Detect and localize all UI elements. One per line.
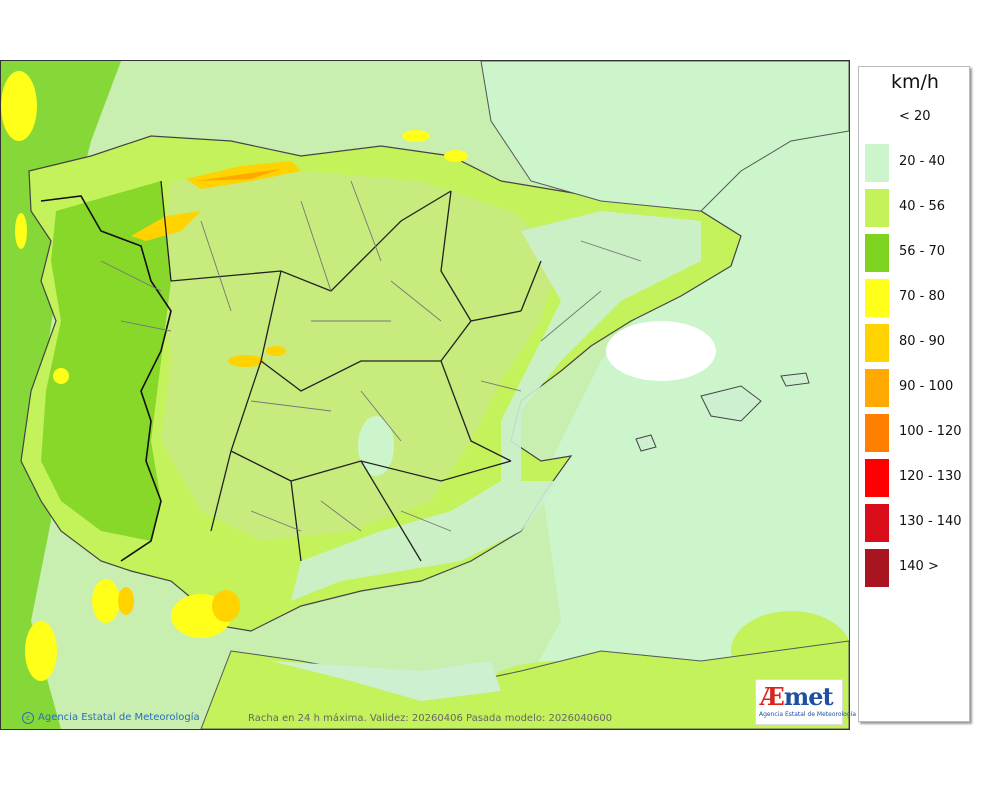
legend-item: 100 - 120 (863, 412, 967, 452)
legend-label: 90 - 100 (899, 379, 954, 394)
legend-item: 140 > (863, 547, 967, 587)
legend-swatch (865, 189, 889, 227)
west-strong-area (41, 181, 171, 541)
legend-item: 56 - 70 (863, 232, 967, 272)
legend-item: 70 - 80 (863, 277, 967, 317)
ibiza (635, 434, 657, 452)
legend-label: 20 - 40 (899, 154, 946, 169)
legend-label: 56 - 70 (899, 244, 946, 259)
legend-item: 130 - 140 (863, 502, 967, 542)
strait-gust-patch-2 (212, 590, 240, 622)
legend-label: 100 - 120 (899, 424, 962, 439)
mediterranean-calm-area (481, 61, 849, 729)
mallorca (700, 385, 762, 422)
atlantic-wind-band (1, 61, 121, 729)
forecast-map (0, 60, 850, 730)
logo-word: Æmet (760, 682, 834, 711)
portugal-border (40, 195, 172, 562)
central-gust-patch-2 (266, 346, 286, 356)
legend-swatch (865, 144, 889, 182)
legend-label: 140 > (899, 559, 939, 574)
legend-swatch (865, 504, 889, 542)
logo-subtitle: Agencia Estatal de Meteorología (759, 711, 856, 718)
legend-item: 20 - 40 (863, 142, 967, 182)
east-coast-calm (291, 211, 701, 601)
atlantic-gust-patch-2 (15, 213, 27, 249)
interior-calm-patch (358, 416, 394, 476)
aemet-logo: Æmet Agencia Estatal de Meteorología (755, 679, 856, 725)
south-gust-patch (118, 587, 134, 615)
north-africa-calm (271, 661, 501, 701)
atlantic-gust-patch (1, 71, 37, 141)
legend-label: < 20 (899, 109, 931, 124)
legend-label: 70 - 80 (899, 289, 946, 304)
north-coast-gust (444, 150, 468, 162)
province-borders (100, 180, 642, 532)
footer-credit: c Agencia Estatal de Meteorología (22, 712, 200, 724)
legend-item: 80 - 90 (863, 322, 967, 362)
legend-label: 130 - 140 (899, 514, 962, 529)
region-borders (160, 180, 542, 562)
legend-swatch (865, 549, 889, 587)
interior-area (161, 171, 561, 541)
atlantic-gust-patch-3 (53, 368, 69, 384)
legend-swatch (865, 369, 889, 407)
atlantic-gust-patch-5 (25, 621, 57, 681)
cantabrian-gust-band-2 (196, 169, 281, 181)
france-land (480, 61, 849, 212)
legend-item: < 20 (863, 97, 967, 137)
map-canvas (1, 61, 849, 729)
credit-text: Agencia Estatal de Meteorología (38, 712, 200, 723)
legend-swatch (865, 234, 889, 272)
map-caption: Racha en 24 h máxima. Validez: 20260406 … (248, 713, 613, 724)
menorca (780, 372, 810, 387)
legend-panel: km/h < 20 20 - 40 40 - 56 56 - 70 70 - 80 80 … (858, 66, 970, 722)
legend-swatch (865, 414, 889, 452)
legend-swatch (865, 459, 889, 497)
legend-item: 120 - 130 (863, 457, 967, 497)
legend-item: 90 - 100 (863, 367, 967, 407)
legend-label: 120 - 130 (899, 469, 962, 484)
atlantic-gust-patch-4 (92, 579, 120, 623)
legend-swatch (865, 99, 889, 137)
legend-label: 40 - 56 (899, 199, 946, 214)
biscay-gust (402, 130, 430, 142)
balearic-calm-patch (606, 321, 716, 381)
copyright-icon: c (22, 712, 34, 724)
legend-item: 40 - 56 (863, 187, 967, 227)
legend-swatch (865, 324, 889, 362)
legend-swatch (865, 279, 889, 317)
legend-label: 80 - 90 (899, 334, 946, 349)
legend-unit: km/h (891, 71, 939, 93)
central-gust-patch (228, 355, 264, 367)
